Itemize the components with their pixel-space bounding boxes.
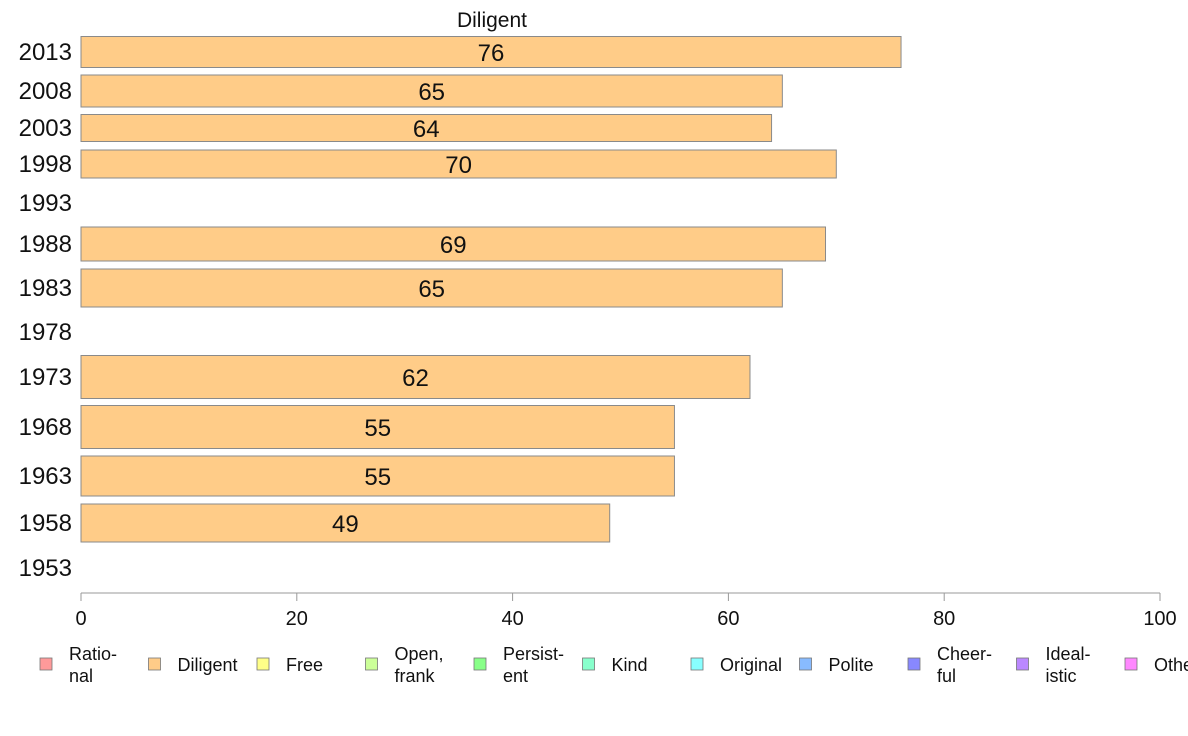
bar-value-label: 76 [478, 40, 505, 67]
legend-item: Cheer-ful [907, 644, 992, 686]
legend-item: Others [1124, 655, 1188, 675]
bar [80, 149, 837, 179]
legend-swatch [1016, 657, 1029, 671]
bar-value-label: 49 [332, 511, 359, 538]
legend-swatch [582, 657, 595, 671]
legend-swatch [799, 657, 812, 671]
bar-value-label: 55 [364, 464, 391, 491]
legend-label-line: frank [395, 666, 436, 686]
bar [80, 268, 783, 308]
legend-swatch [690, 657, 704, 671]
bar-value-label: 62 [402, 365, 429, 392]
y-tick-label: 1958 [19, 510, 72, 537]
y-tick-label: 1983 [19, 275, 72, 302]
legend-label: Kind [612, 655, 648, 675]
y-tick-label: 1973 [19, 364, 72, 391]
legend-label: Persist-ent [503, 644, 564, 686]
x-tick-label: 20 [286, 608, 308, 630]
legend-swatch [39, 657, 53, 671]
y-tick-label: 1988 [19, 231, 72, 258]
legend-label-line: istic [1046, 666, 1077, 686]
legend-item: Open, frank [365, 644, 444, 686]
bar-value-label: 64 [413, 116, 440, 143]
legend-label-line: Persist- [503, 644, 564, 664]
legend-item: Diligent [148, 655, 238, 675]
legend-item: Ideal-istic [1016, 644, 1091, 686]
x-tick-label: 100 [1143, 608, 1176, 630]
legend-item: Original [690, 655, 782, 675]
y-axis-labels: 2013 2008 2003 1998 1993 1988 1983 1978 1973 1968… [19, 39, 72, 582]
legend-label: Free [286, 655, 323, 675]
bar [80, 74, 783, 108]
legend-label: Polite [829, 655, 874, 675]
legend-item: Kind [582, 655, 648, 675]
legend-label: Others [1154, 655, 1188, 675]
legend-label: Ratio-nal [69, 644, 117, 686]
legend-item: Polite [799, 655, 874, 675]
legend-item: Ratio-nal [39, 644, 117, 686]
legend-swatch [148, 657, 161, 671]
bar [80, 355, 751, 399]
legend-item: Free [256, 655, 323, 675]
legend-label-line: nal [69, 666, 93, 686]
y-tick-label: 1968 [19, 414, 72, 441]
legend-label-line: ent [503, 666, 528, 686]
x-tick-label: 0 [75, 608, 86, 630]
legend-label: Diligent [178, 655, 238, 675]
legend-label: Ideal-istic [1046, 644, 1091, 686]
legend-label-line: ful [937, 666, 956, 686]
x-tick-label: 40 [501, 608, 523, 630]
y-tick-label: 1963 [19, 463, 72, 490]
bar [80, 503, 611, 543]
x-tick-label: 60 [717, 608, 739, 630]
legend-label-line: Cheer- [937, 644, 992, 664]
y-tick-label: 1953 [19, 555, 72, 582]
bar-value-label: 65 [418, 79, 445, 106]
legend-swatch [256, 657, 270, 671]
x-tick-label: 80 [933, 608, 955, 630]
bar [80, 226, 827, 262]
y-tick-label: 2008 [19, 78, 72, 105]
bar-value-label: 65 [418, 276, 445, 303]
legend-label: Original [720, 655, 782, 675]
bar [80, 455, 675, 497]
bar [80, 36, 902, 68]
bar-value-label: 69 [440, 232, 467, 259]
legend: Ratio-nal Diligent Free Open, frank Persist-e… [39, 644, 1188, 686]
y-tick-label: 2013 [19, 39, 72, 66]
legend-item: Persist-ent [473, 644, 564, 686]
y-tick-label: 1993 [19, 190, 72, 217]
legend-label: Open, frank [395, 644, 444, 686]
legend-swatch [907, 657, 921, 671]
y-tick-label: 1998 [19, 151, 72, 178]
chart-title: Diligent [457, 9, 527, 32]
legend-swatch [1124, 657, 1138, 671]
legend-label: Cheer-ful [937, 644, 992, 686]
legend-swatch [365, 657, 378, 671]
legend-label-line: Open, [395, 644, 444, 664]
bar-value-label: 70 [445, 152, 472, 179]
legend-swatch [473, 657, 487, 671]
x-axis: 0 20 40 60 80 100 [75, 592, 1177, 630]
legend-label-line: Ideal- [1046, 644, 1091, 664]
bar [80, 405, 675, 449]
bar [80, 114, 773, 142]
y-tick-label: 2003 [19, 115, 72, 142]
bar-value-label: 55 [364, 415, 391, 442]
y-tick-label: 1978 [19, 319, 72, 346]
legend-label-line: Ratio- [69, 644, 117, 664]
